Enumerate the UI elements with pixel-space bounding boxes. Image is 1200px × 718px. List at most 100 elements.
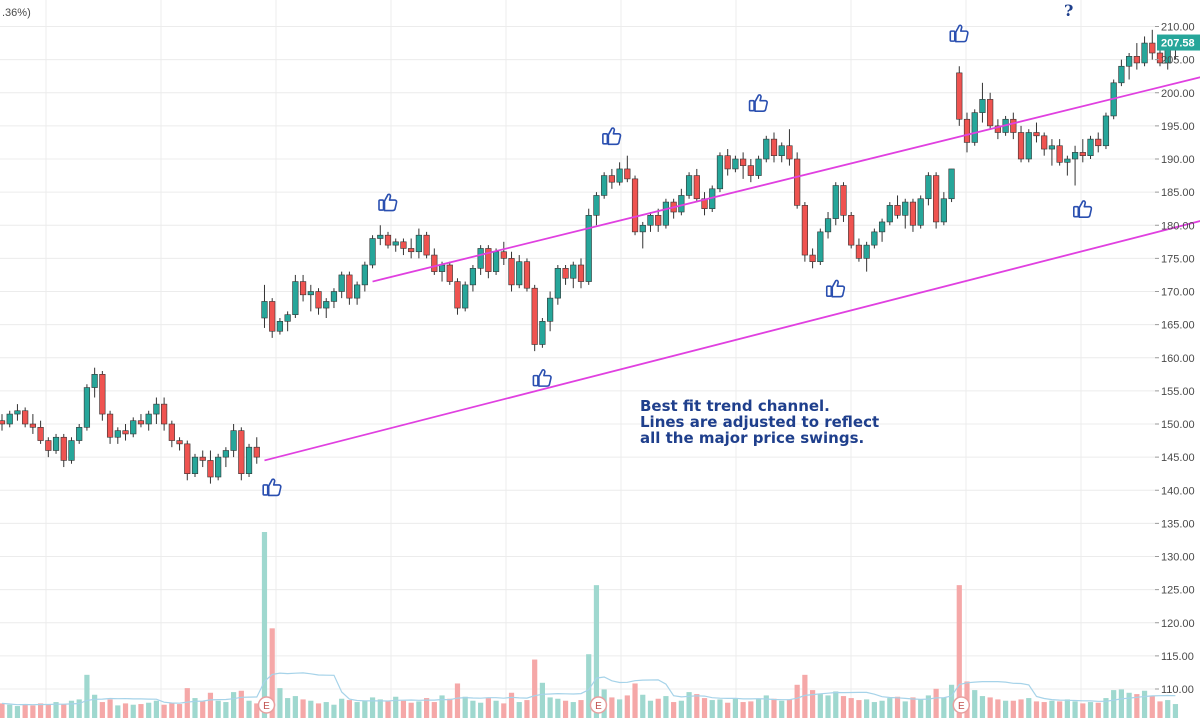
candle-body — [593, 195, 600, 216]
volume-bar — [169, 702, 175, 718]
volume-bar — [1064, 699, 1070, 718]
volume-bar — [130, 704, 136, 718]
axis-tick-label: 205.00 — [1161, 55, 1195, 67]
volume-bar — [122, 703, 129, 718]
candle-body — [1095, 138, 1102, 147]
candle-body — [871, 231, 878, 246]
candle-body — [577, 264, 585, 282]
volume-bar — [14, 706, 21, 718]
annotation-line-1: Best fit trend channel. — [640, 397, 830, 415]
volume-bar — [887, 698, 893, 718]
candle-body — [292, 281, 299, 315]
volume-bar — [53, 702, 59, 718]
candle-body — [137, 420, 145, 425]
volume-bar — [454, 683, 461, 718]
volume-bar — [176, 704, 183, 718]
thumbs-up-icon — [532, 369, 552, 387]
volume-bar — [1172, 704, 1179, 718]
volume-bar — [146, 702, 152, 718]
thumbs-up-icon — [378, 193, 398, 212]
axis-tick-label: 130.00 — [1161, 552, 1195, 564]
candle-body — [454, 281, 461, 309]
volume-bar — [493, 700, 499, 718]
axis-tick-label: 185.00 — [1161, 187, 1195, 199]
candle-body — [994, 125, 1001, 133]
volume-bar — [740, 702, 746, 718]
axis-tick-label: 140.00 — [1161, 485, 1195, 497]
volume-bar — [377, 699, 383, 718]
thumb-hand — [754, 94, 768, 112]
thumb-cuff — [1073, 205, 1080, 218]
candle-body — [925, 175, 932, 200]
volume-bar — [485, 698, 491, 718]
volume-bar — [562, 700, 569, 718]
volume-bar — [184, 688, 190, 718]
candle-body — [763, 138, 770, 160]
thumb-cuff — [602, 133, 609, 145]
volume-bar — [748, 701, 754, 718]
volume-bar — [439, 695, 445, 718]
trend-channel-upper-line[interactable] — [372, 3, 1200, 283]
volume-bar — [38, 703, 44, 718]
volume-bar — [1080, 703, 1086, 718]
volume-bar — [794, 684, 800, 718]
earnings-marker-icon[interactable] — [952, 696, 971, 714]
candle-body — [817, 231, 824, 262]
axis-tick-label: 110.00 — [1161, 684, 1194, 696]
candle-body — [1056, 145, 1063, 163]
volume-bar — [640, 694, 646, 718]
earnings-marker-icon[interactable] — [257, 696, 276, 714]
volume-bar — [802, 674, 808, 718]
candle-body — [902, 201, 909, 216]
volume-bar — [1165, 700, 1171, 718]
axis-tick-label: 170.00 — [1161, 287, 1195, 299]
volume-bar — [315, 703, 322, 718]
earnings-marker-icon[interactable] — [589, 696, 608, 714]
candle-body — [824, 218, 832, 233]
candle-body — [500, 251, 507, 259]
volume-bar — [910, 697, 916, 718]
volume-bar — [416, 701, 422, 718]
candle-body — [346, 274, 353, 299]
volume-bar — [346, 700, 352, 718]
volume-bar — [277, 688, 283, 718]
candle-body — [794, 158, 801, 206]
candle-body — [1041, 135, 1048, 150]
change-percent-label: .36%) — [2, 7, 31, 19]
candle-body — [963, 118, 971, 143]
volume-bar — [578, 700, 584, 718]
volume-bar — [447, 698, 453, 718]
volume-bar — [408, 702, 414, 718]
candle-body — [1126, 56, 1133, 67]
candle-body — [315, 291, 322, 309]
volume-bar — [238, 690, 244, 718]
candle-body — [693, 175, 700, 200]
price-axis[interactable]: 110.00 115.00 120.00 125.00 130.00 135.00 140.… — [1155, 22, 1200, 697]
volume-bar — [1087, 702, 1094, 718]
earnings-marker-label: E — [958, 701, 965, 712]
axis-tick-label: 125.00 — [1161, 585, 1195, 597]
candle-body — [52, 436, 60, 451]
candle-body — [323, 301, 330, 309]
volume-bar — [810, 690, 816, 718]
volume-bar — [462, 696, 468, 718]
volume-bar — [972, 690, 978, 718]
volume-bar — [825, 695, 831, 718]
axis-tick-label: 160.00 — [1161, 353, 1195, 365]
thumbs-up-icon — [262, 478, 282, 497]
volume-bar — [285, 698, 291, 718]
candle-body — [415, 234, 422, 253]
candle-body — [191, 456, 199, 474]
trend-channel-lower-line[interactable] — [264, 144, 1200, 462]
volume-bar — [570, 702, 576, 718]
candle-body — [76, 427, 83, 441]
candle-body — [130, 420, 137, 435]
candle-body — [261, 301, 268, 319]
candle-body — [145, 413, 152, 425]
candle-body — [1048, 145, 1056, 150]
candle-body — [685, 175, 693, 196]
candle-body — [1156, 52, 1164, 64]
candle-body — [222, 450, 229, 458]
thumb-hand — [538, 369, 552, 387]
